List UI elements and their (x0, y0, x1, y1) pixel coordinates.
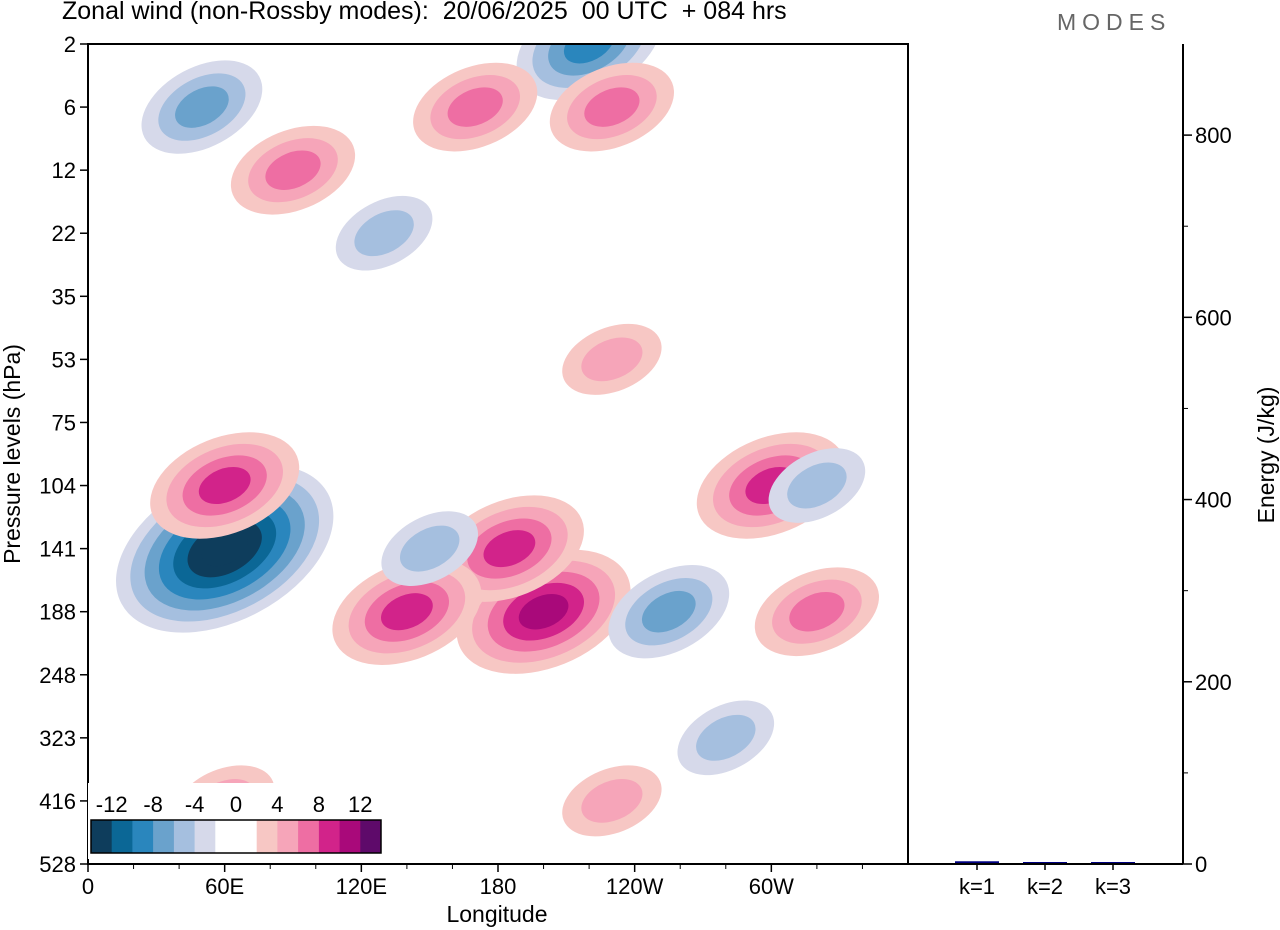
colorbar-swatch (173, 820, 196, 853)
y-tick-label: 416 (39, 789, 76, 814)
contour-feature-13 (265, 150, 321, 190)
colorbar-label: 0 (230, 792, 242, 817)
contour-feature-6 (789, 591, 845, 632)
colorbar-label: 8 (313, 792, 325, 817)
heatmap-field (116, 44, 880, 837)
modes-logo: MODES (1057, 9, 1172, 35)
energy-tick-label: 200 (1195, 670, 1232, 695)
colorbar-label: -4 (185, 792, 205, 817)
contour-feature-15 (584, 87, 640, 127)
colorbar: -12 -8 -4 0 4 8 12 (88, 783, 384, 859)
colorbar-label: -8 (143, 792, 163, 817)
colorbar-label: -12 (96, 792, 128, 817)
contour-feature-1 (198, 466, 251, 505)
y-tick-label: 35 (52, 284, 76, 309)
energy-tick-label: 800 (1195, 123, 1232, 148)
contour-feature-0 (201, 530, 248, 567)
x-axis-title: Longitude (446, 901, 547, 927)
colorbar-swatch (153, 820, 175, 853)
contour-feature-10 (399, 525, 460, 572)
energy-category-label: k=3 (1095, 874, 1131, 899)
energy-tick-label: 400 (1195, 488, 1232, 513)
x-tick-label: 120W (606, 874, 664, 899)
contour-feature-19 (581, 779, 643, 823)
colorbar-swatch (298, 820, 320, 853)
y-tick-label: 323 (39, 726, 76, 751)
contour-feature-7 (175, 86, 229, 128)
colorbar-label: 4 (271, 792, 283, 817)
x-tick-label: 60E (205, 874, 244, 899)
y-tick-label: 2 (64, 32, 76, 57)
colorbar-swatch (194, 820, 216, 853)
x-tick-label: 120E (336, 874, 387, 899)
colorbar-swatch (360, 820, 382, 853)
x-tick-label: 0 (82, 874, 94, 899)
energy-category-label: k=2 (1027, 874, 1063, 899)
contour-feature-14 (447, 87, 503, 127)
contour-feature-17 (696, 714, 756, 761)
contour-feature-11 (641, 590, 696, 633)
colorbar-swatch (339, 820, 361, 853)
y-tick-label: 22 (52, 221, 76, 246)
contour-feature-3 (483, 530, 536, 568)
energy-bar (955, 861, 999, 864)
y-tick-label: 248 (39, 663, 76, 688)
y-tick-label: 12 (52, 158, 76, 183)
colorbar-swatch (91, 820, 113, 853)
y-tick-label: 104 (39, 474, 76, 499)
colorbar-swatch (132, 820, 154, 853)
colorbar-frame (90, 819, 382, 854)
y-tick-label: 75 (52, 410, 76, 435)
energy-axis-title: Energy (J/kg) (1253, 387, 1279, 524)
energy-tick-label: 600 (1195, 305, 1232, 330)
colorbar-swatch (318, 820, 341, 853)
colorbar-swatch (256, 820, 278, 853)
contour-feature-2 (518, 593, 569, 630)
chart-title: Zonal wind (non-Rossby modes): 20/06/202… (62, 0, 787, 25)
y-tick-label: 6 (64, 95, 76, 120)
contour-feature-12 (787, 462, 847, 509)
energy-category-label: k=1 (959, 874, 995, 899)
contour-feature-9 (354, 210, 414, 257)
wind-field (116, 44, 880, 837)
colorbar-swatch (236, 820, 258, 853)
colorbar-label: 12 (348, 792, 372, 817)
y-axis-title: Pressure levels (hPa) (0, 344, 25, 564)
y-tick-label: 141 (39, 537, 76, 562)
contour-feature-4 (381, 593, 433, 631)
contour-feature-8 (563, 44, 615, 64)
y-tick-label: 188 (39, 600, 76, 625)
energy-tick-label: 0 (1195, 852, 1207, 877)
x-tick-label: 180 (480, 874, 517, 899)
x-tick-label: 60W (749, 874, 794, 899)
axes: 0 60E 120E 180 120W 60W 2 6 12 22 35 53 75 104 141 188 2… (39, 32, 1231, 899)
colorbar-swatch (215, 820, 237, 853)
colorbar-swatch (111, 820, 133, 853)
y-tick-label: 53 (52, 347, 76, 372)
y-tick-label: 528 (39, 852, 76, 877)
colorbar-swatch (277, 820, 299, 853)
contour-feature-16 (581, 337, 643, 382)
